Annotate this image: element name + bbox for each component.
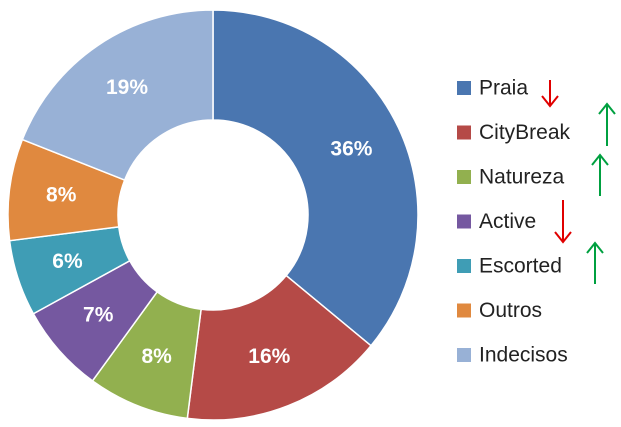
legend-label: Indecisos: [479, 344, 568, 367]
legend: Praia CityBreak Natureza Active Escorted Outr…: [457, 77, 571, 367]
legend-swatch: [457, 81, 471, 95]
arrow-down: [554, 200, 572, 244]
slice-label: 36%: [330, 137, 372, 160]
slice: [21, 9, 214, 182]
arrow-down: [541, 80, 559, 108]
legend-swatch: [457, 259, 471, 273]
donut: 36% 16% 8% 7% 6% 8% 19%: [7, 9, 419, 421]
arrow-up: [591, 153, 609, 196]
slice-label: 6%: [52, 250, 83, 273]
slice-label: 19%: [106, 76, 148, 99]
trend-arrows: [541, 80, 616, 284]
slice-label: 8%: [46, 183, 77, 206]
legend-swatch: [457, 170, 471, 184]
legend-label: Natureza: [479, 166, 565, 189]
legend-swatch: [457, 303, 471, 318]
arrow-up: [586, 241, 604, 284]
legend-swatch: [457, 125, 471, 140]
legend-label: CityBreak: [479, 121, 571, 144]
legend-swatch: [457, 214, 471, 229]
legend-label: Escorted: [479, 255, 562, 278]
slice-label: 7%: [83, 304, 114, 327]
slice: [212, 9, 419, 347]
legend-swatch: [457, 348, 471, 362]
slice-label: 8%: [141, 345, 172, 368]
legend-label: Active: [479, 210, 536, 233]
arrow-up: [598, 102, 616, 146]
slice-label: 16%: [248, 345, 290, 368]
legend-label: Praia: [479, 77, 528, 100]
legend-label: Outros: [479, 299, 542, 322]
slice: [186, 274, 373, 421]
